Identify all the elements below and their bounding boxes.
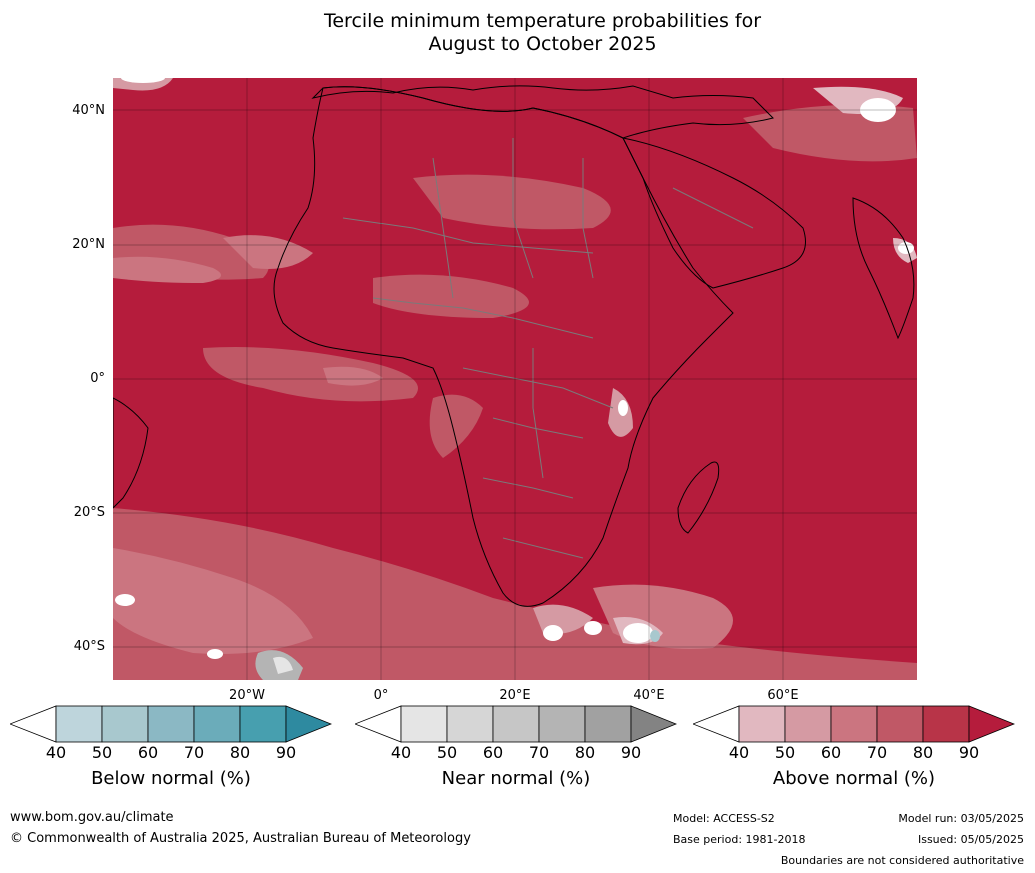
colorbar-above-title: Above normal (%) [772,768,936,789]
tick: 60 [820,743,842,762]
country-borders [342,138,754,559]
tick: 70 [528,743,550,762]
tick: 60 [482,743,504,762]
tick: 90 [275,743,297,762]
tick: 60 [137,743,159,762]
probability-patches [113,78,917,680]
tick: 40 [45,743,67,762]
colorbar-above-normal [693,705,1015,743]
tick: 80 [912,743,934,762]
map-title: Tercile minimum temperature probabilitie… [0,10,1035,56]
tick: 70 [866,743,888,762]
lon-label-20e: 20°E [499,688,531,703]
probability-map [113,78,917,680]
low-probability-spots [115,78,914,680]
map-title-line1: Tercile minimum temperature probabilitie… [323,10,762,32]
tick: 40 [728,743,750,762]
issued-date: Issued: 05/05/2025 [917,833,1024,846]
tick: 50 [774,743,796,762]
lat-label-40s: 40°S [73,639,105,654]
lon-label-40e: 40°E [633,688,665,703]
copyright-text: © Commonwealth of Australia 2025, Austra… [10,831,471,846]
coastlines [113,85,915,607]
lon-label-20w: 20°W [229,688,265,703]
colorbar-below-title: Below normal (%) [91,768,251,789]
lat-label-0: 0° [90,371,105,386]
tick: 90 [958,743,980,762]
graticule [113,78,917,680]
colorbar-near-title: Near normal (%) [441,768,591,789]
tick: 50 [436,743,458,762]
colorbar-near-normal [355,705,677,743]
tick: 80 [574,743,596,762]
lon-label-0: 0° [373,688,389,703]
tick: 40 [390,743,412,762]
tick: 70 [183,743,205,762]
lat-label-20s: 20°S [73,505,105,520]
map-title-line2: August to October 2025 [428,33,657,55]
tick: 50 [91,743,113,762]
website-link[interactable]: www.bom.gov.au/climate [10,810,174,825]
lat-label-20n: 20°N [72,237,105,252]
tick: 90 [620,743,642,762]
base-period: Base period: 1981-2018 [673,833,806,846]
model-name: Model: ACCESS-S2 [673,812,775,825]
colorbar-below-normal [10,705,332,743]
lon-label-60e: 60°E [767,688,799,703]
model-run-date: Model run: 03/05/2025 [898,812,1024,825]
boundaries-disclaimer: Boundaries are not considered authoritat… [780,854,1024,867]
tick: 80 [229,743,251,762]
lat-label-40n: 40°N [72,103,105,118]
